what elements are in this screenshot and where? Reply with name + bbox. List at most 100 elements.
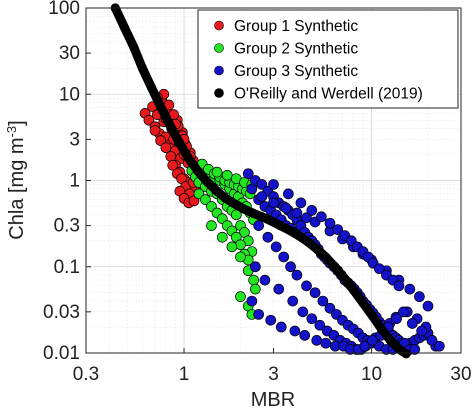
- y-axis-label: Chla [mg m-3]: [4, 120, 28, 239]
- legend: Group 1 Synthetic Group 2 Synthetic Group …: [197, 9, 459, 109]
- data-point: [320, 337, 332, 349]
- data-point: [262, 231, 274, 243]
- data-point: [268, 197, 279, 209]
- data-point: [275, 321, 287, 333]
- data-point: [306, 313, 318, 325]
- y-tick-label: 100: [48, 0, 80, 19]
- data-point: [253, 309, 265, 320]
- data-point: [301, 212, 312, 224]
- data-point: [434, 340, 445, 352]
- legend-label: Group 1 Synthetic: [234, 18, 358, 35]
- y-axis-label-main: Chla [mg m: [6, 137, 28, 239]
- data-point: [270, 241, 282, 253]
- data-point: [211, 166, 223, 178]
- y-axis-ticks: 0.01 0.03 0.1 0.3 1 3 10 30 100: [43, 0, 91, 364]
- legend-label: O'Reilly and Werdell (2019): [234, 86, 423, 103]
- series-4: [110, 3, 411, 359]
- data-point: [332, 224, 344, 235]
- legend-marker: [214, 88, 224, 98]
- x-tick-label: 1: [179, 364, 190, 385]
- data-point: [216, 231, 228, 243]
- legend-entries: Group 1 Synthetic Group 2 Synthetic Group …: [214, 18, 423, 103]
- data-point: [206, 220, 217, 231]
- data-point: [287, 295, 299, 307]
- x-tick-label: 3: [268, 364, 279, 385]
- data-point: [291, 207, 303, 219]
- data-point: [221, 169, 233, 181]
- data-point: [268, 179, 279, 190]
- legend-box: [197, 9, 459, 109]
- data-point: [143, 114, 155, 126]
- legend-label: Group 3 Synthetic: [234, 63, 358, 80]
- data-point: [291, 269, 303, 281]
- data-point: [306, 205, 318, 216]
- data-point: [235, 251, 246, 263]
- data-point: [256, 191, 268, 202]
- data-point: [309, 287, 321, 299]
- data-point: [422, 300, 434, 312]
- data-point: [367, 335, 378, 346]
- data-point: [253, 220, 265, 231]
- data-point: [426, 335, 438, 346]
- data-point: [149, 125, 161, 136]
- data-point: [299, 330, 311, 341]
- data-point: [160, 142, 172, 154]
- y-tick-label: 10: [59, 84, 80, 105]
- legend-marker: [214, 43, 224, 53]
- x-axis-label: MBR: [251, 389, 295, 411]
- data-point: [249, 261, 261, 273]
- legend-marker: [214, 65, 224, 76]
- x-tick-label: 10: [361, 364, 382, 385]
- data-point: [295, 197, 307, 209]
- data-point: [391, 313, 402, 325]
- data-point: [280, 202, 292, 214]
- y-tick-label: 30: [59, 43, 80, 64]
- data-point: [235, 291, 246, 303]
- data-point: [404, 283, 416, 295]
- data-point: [324, 302, 336, 314]
- data-point: [278, 251, 290, 263]
- y-axis-label-superscript: -3: [4, 126, 19, 138]
- data-point: [416, 325, 427, 337]
- data-point: [311, 335, 323, 346]
- data-point: [406, 318, 418, 329]
- series-layer: [110, 3, 445, 359]
- data-point: [226, 241, 238, 253]
- curve-line: [110, 3, 411, 359]
- data-point: [282, 188, 294, 200]
- data-point: [248, 274, 259, 286]
- data-point: [316, 211, 327, 223]
- data-point: [414, 291, 425, 303]
- x-tick-label: 0.3: [73, 364, 99, 385]
- data-point: [314, 319, 326, 331]
- x-axis-ticks: 0.3 1 3 10 30: [73, 348, 472, 385]
- data-point: [256, 179, 268, 190]
- data-point: [301, 280, 312, 292]
- data-point: [167, 159, 179, 171]
- x-tick-label: 30: [450, 364, 471, 385]
- data-point: [249, 283, 261, 295]
- legend-label: Group 2 Synthetic: [234, 41, 358, 58]
- data-point: [317, 295, 329, 307]
- data-point: [273, 283, 285, 295]
- y-tick-label: 0.1: [54, 257, 80, 278]
- data-point: [398, 306, 409, 318]
- data-point: [324, 217, 336, 229]
- data-point: [359, 340, 371, 352]
- y-tick-label: 0.03: [43, 302, 80, 323]
- data-point: [242, 168, 254, 180]
- data-point: [265, 314, 277, 326]
- data-point: [200, 194, 211, 205]
- data-point: [285, 261, 296, 273]
- data-point: [155, 135, 166, 146]
- data-point: [373, 263, 385, 275]
- y-axis-label-suffix: ]: [6, 120, 28, 126]
- data-point: [409, 344, 421, 355]
- data-point: [289, 325, 301, 337]
- y-tick-label: 0.3: [54, 216, 80, 237]
- data-point: [246, 295, 258, 307]
- data-point: [165, 151, 177, 162]
- y-tick-label: 1: [69, 171, 80, 192]
- data-point: [297, 306, 309, 318]
- legend-marker: [214, 20, 224, 31]
